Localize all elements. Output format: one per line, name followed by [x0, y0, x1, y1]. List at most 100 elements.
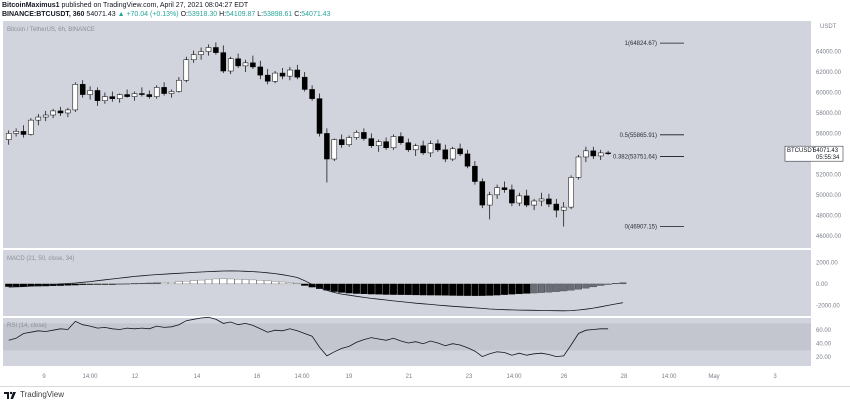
macd-bar: [382, 283, 390, 295]
last-price: 54071.43: [86, 11, 116, 18]
price-change: ▲ +70.04 (+0.13%): [117, 11, 179, 18]
candle: [560, 206, 567, 211]
macd-tick-label: 0.00: [816, 282, 828, 288]
candle: [153, 87, 160, 97]
chart-canvas[interactable]: Bitcoin / TetherUS, 6h, BINANCE USDT 460…: [0, 20, 850, 386]
macd-bar: [12, 283, 20, 287]
time-tick-label: 14: [194, 374, 201, 380]
rsi-pane[interactable]: RSI (14, close) 60.00 40.00 20.00: [3, 316, 832, 366]
price-tick-label: 64000.00: [816, 50, 842, 56]
macd-bar: [175, 281, 183, 285]
candle: [583, 150, 589, 158]
macd-bar: [168, 282, 176, 285]
candle: [205, 47, 212, 52]
macd-bar: [582, 283, 590, 289]
macd-bar: [560, 283, 568, 292]
macd-bar: [234, 279, 242, 285]
candle: [146, 94, 153, 97]
rsi-axis[interactable]: 60.00 40.00 20.00: [816, 328, 832, 361]
candle: [168, 91, 175, 94]
candle: [516, 195, 523, 204]
candle: [427, 143, 434, 154]
macd-bar: [256, 280, 264, 285]
candle: [575, 156, 582, 178]
price-pane[interactable]: Bitcoin / TetherUS, 6h, BINANCE USDT 460…: [3, 21, 844, 248]
candle: [390, 136, 397, 149]
candle: [442, 149, 449, 160]
candle: [183, 59, 190, 81]
tradingview-logo-icon[interactable]: [3, 390, 17, 400]
macd-bar: [508, 283, 516, 295]
candle: [272, 72, 278, 82]
close-label: C:: [294, 11, 302, 18]
candle: [509, 189, 515, 204]
fib-level-label: 1(64824.67): [625, 41, 657, 47]
macd-bar: [242, 279, 250, 285]
macd-bar: [545, 283, 553, 293]
candle: [28, 119, 34, 135]
macd-bar: [71, 283, 79, 286]
macd-tick-label: -2000.00: [816, 303, 840, 309]
candle: [531, 200, 537, 206]
time-tick-label: 14:00: [661, 374, 677, 380]
macd-pane-title: MACD (21, 50, close, 34): [7, 256, 74, 262]
macd-bar: [537, 283, 545, 293]
macd-bar: [271, 281, 279, 285]
time-tick-label: 14:00: [82, 374, 98, 380]
macd-axis[interactable]: 2000.00 0.00 -2000.00: [816, 260, 840, 309]
time-axis[interactable]: 9 14:00 12 14 16 14:00 19 21 23 14:00 26 28 14:00 May…: [42, 374, 777, 380]
macd-bar: [227, 278, 235, 285]
candle: [523, 195, 530, 206]
low-label: L:: [257, 11, 264, 18]
time-tick-label: May: [708, 374, 719, 380]
time-tick-label: 14:00: [506, 374, 522, 380]
rsi-line: [8, 316, 609, 358]
time-tick-label: 3: [773, 374, 777, 380]
fib-level-label: 0.5(55865.91): [620, 133, 657, 139]
candles: [5, 42, 611, 227]
candle: [242, 62, 249, 67]
macd-tick-label: 2000.00: [816, 260, 838, 266]
time-tick-label: 19: [346, 374, 353, 380]
macd-bar: [486, 283, 494, 296]
macd-bar: [464, 283, 472, 296]
open-value: 53918.30: [187, 11, 218, 18]
candle: [279, 72, 286, 77]
candle: [398, 136, 404, 143]
macd-bar: [530, 283, 538, 294]
candle: [494, 187, 500, 196]
chart-header: BitcoinMaximus1 published on TradingView…: [0, 0, 850, 20]
candle: [568, 177, 574, 208]
candle: [235, 58, 241, 67]
macd-pane-bg: [3, 250, 811, 316]
price-tick-label: 50000.00: [816, 193, 842, 199]
macd-bar: [219, 278, 227, 285]
author-name[interactable]: BitcoinMaximus1: [2, 2, 60, 9]
candle: [13, 131, 19, 134]
candle: [472, 165, 478, 182]
candle: [65, 109, 71, 114]
candle: [287, 69, 293, 77]
macd-bar: [353, 283, 361, 294]
last-price-box: [784, 145, 844, 162]
rsi-tick-label: 20.00: [816, 355, 832, 361]
fib-level-label: 0.382(53751.64): [613, 154, 657, 160]
candle: [294, 69, 301, 78]
macd-pane[interactable]: MACD (21, 50, close, 34) 2000.00 0.00 -200…: [3, 250, 840, 316]
macd-histogram: [5, 278, 627, 296]
candle: [139, 93, 145, 95]
candle: [605, 152, 611, 154]
candle: [227, 58, 234, 72]
macd-bar: [160, 282, 168, 285]
price-tick-label: 58000.00: [816, 111, 842, 117]
fibonacci-retracement[interactable]: 1(64824.67) 0.5(55865.91) 0.382(53751.64) 0…: [613, 41, 684, 230]
macd-bar: [434, 283, 442, 296]
price-currency: USDT: [820, 24, 837, 30]
candle: [316, 98, 323, 134]
tradingview-brand[interactable]: TradingView: [20, 390, 65, 399]
candle: [501, 187, 508, 190]
macd-bar: [611, 283, 619, 285]
candle: [94, 90, 101, 101]
time-tick-label: 16: [254, 374, 261, 380]
low-value: 53898.61: [263, 11, 293, 18]
